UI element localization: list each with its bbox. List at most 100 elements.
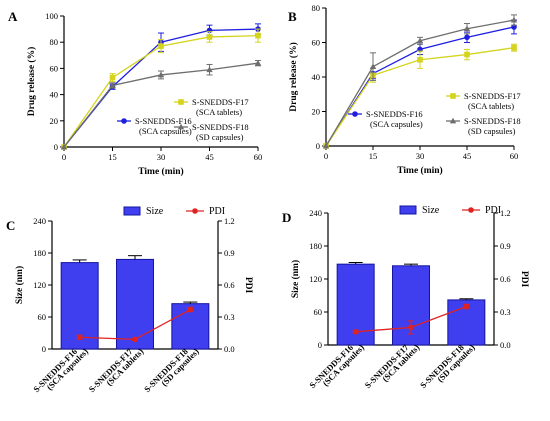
y2-tick-label: 0.6	[500, 274, 511, 284]
y-tick-label: 0	[54, 142, 58, 152]
y-axis-title: Drug release (%)	[26, 47, 37, 116]
panel-d: D 0 60 120 180 240 0.0 0.3 0.6 0.9 1.2 Size (nm) PD…	[282, 205, 529, 390]
legend-label: S-SNEDDS-F18	[464, 116, 521, 126]
legend-label-size: Size	[422, 205, 440, 216]
legend-label: S-SNEDDS-F17	[464, 91, 521, 101]
panel-c: C 0 60 120 180 240 0.0 0.3 0.6 0.9 1.2 Size (nm) PD…	[6, 206, 253, 394]
y-tick-label: 60	[50, 63, 59, 73]
data-point	[206, 66, 213, 73]
y2-axis-title: PDI	[243, 277, 253, 294]
data-point	[511, 44, 517, 51]
pdi-point	[132, 336, 138, 343]
legend-label: S-SNEDDS-F18	[192, 122, 249, 132]
y-tick-label: 60	[314, 307, 323, 317]
y-tick-label: 0	[316, 141, 320, 151]
legend-label-size: Size	[146, 206, 164, 217]
data-point	[206, 34, 213, 40]
data-point	[109, 82, 116, 88]
x-axis-title: Time (min)	[397, 165, 442, 176]
data-point	[416, 37, 424, 44]
legend-swatch-pdi-marker	[192, 208, 198, 214]
y2-tick-label: 0.3	[224, 312, 235, 322]
y-tick-label: 60	[38, 312, 47, 322]
y-tick-label: 80	[50, 37, 59, 47]
x-tick-label: 0	[62, 152, 66, 162]
legend-swatch-size	[399, 205, 417, 215]
data-point	[322, 142, 330, 149]
y-tick-label: 100	[45, 11, 58, 21]
y-tick-label: 120	[309, 274, 322, 284]
panel-letter-b: B	[288, 9, 297, 24]
y-tick-label: 20	[312, 107, 321, 117]
y-tick-label: 0	[318, 340, 322, 350]
y-tick-label: 240	[309, 208, 322, 218]
legend-swatch-marker	[177, 123, 185, 130]
y-axis-title: Drug release (%)	[288, 42, 299, 111]
pdi-point	[187, 306, 194, 313]
panel-letter-c: C	[6, 218, 15, 233]
x-tick-label: 45	[463, 151, 472, 161]
data-point	[254, 59, 262, 66]
legend-label-pdi: PDI	[485, 205, 501, 216]
pdi-point	[352, 329, 359, 335]
y-tick-label: 60	[312, 38, 321, 48]
panel-letter-a: A	[8, 9, 18, 24]
y-axis-title: Size (nm)	[14, 266, 25, 304]
y2-tick-label: 0.0	[500, 340, 511, 350]
x-tick-label: 15	[369, 151, 378, 161]
data-point	[109, 74, 116, 81]
y-tick-label: 240	[33, 216, 46, 226]
y2-tick-label: 0.6	[224, 280, 235, 290]
legend-swatch-marker	[449, 117, 457, 124]
legend-label-pdi: PDI	[209, 206, 225, 217]
size-bar	[116, 258, 154, 350]
panel-b: B 0 20 40 60 80 0 15 30 45 60 Time (min) Drug relea…	[288, 3, 521, 176]
y-tick-label: 0	[42, 344, 46, 354]
pdi-point	[408, 324, 414, 331]
x-axis-title: Time (min)	[138, 166, 183, 177]
y-tick-label: 180	[33, 248, 46, 258]
x-tick-label: 45	[205, 152, 214, 162]
legend-swatch-marker	[352, 111, 358, 117]
legend-label: S-SNEDDS-F16	[366, 109, 423, 119]
x-tick-label: 0	[324, 151, 328, 161]
legend-swatch-marker	[450, 93, 456, 99]
y-tick-label: 80	[312, 3, 321, 13]
legend-sublabel: (SD capsules)	[196, 132, 244, 142]
x-tick-label: 15	[108, 152, 117, 162]
pdi-point	[463, 303, 470, 310]
data-point	[463, 25, 471, 32]
legend-swatch-marker	[121, 118, 127, 124]
data-point	[60, 143, 68, 150]
y2-axis-title: PDI	[519, 271, 529, 288]
y2-tick-label: 0.9	[500, 241, 511, 251]
x-tick-label: 60	[254, 152, 263, 162]
pdi-point	[76, 334, 83, 341]
legend-label: S-SNEDDS-F17	[192, 97, 249, 107]
legend-swatch-size	[123, 206, 141, 216]
panel-letter-d: D	[282, 210, 291, 225]
x-tick-label: 30	[416, 151, 425, 161]
legend-swatch-pdi-marker	[468, 207, 474, 213]
data-point	[510, 16, 518, 23]
y-tick-label: 40	[312, 72, 321, 82]
legend-swatch-marker	[178, 99, 184, 105]
data-point	[464, 34, 470, 41]
data-point	[417, 56, 423, 63]
legend-sublabel: (SD capsules)	[468, 126, 516, 136]
y-tick-label: 40	[50, 90, 59, 100]
data-point	[157, 71, 165, 78]
y2-tick-label: 0.0	[224, 344, 235, 354]
y2-tick-label: 0.9	[224, 248, 235, 258]
y-tick-label: 180	[309, 241, 322, 251]
legend-sublabel: (SCA tablets)	[468, 101, 514, 111]
data-point	[464, 51, 470, 58]
data-point	[255, 32, 261, 39]
y-tick-label: 120	[33, 280, 46, 290]
legend-sublabel: (SCA capsules)	[139, 126, 192, 136]
data-point	[369, 63, 377, 70]
y2-tick-label: 1.2	[224, 216, 235, 226]
panel-a: A 0 20 40 60 80 100 0 15 30 45 60 Time (min) Drug re…	[8, 9, 262, 177]
x-tick-label: 30	[157, 152, 166, 162]
